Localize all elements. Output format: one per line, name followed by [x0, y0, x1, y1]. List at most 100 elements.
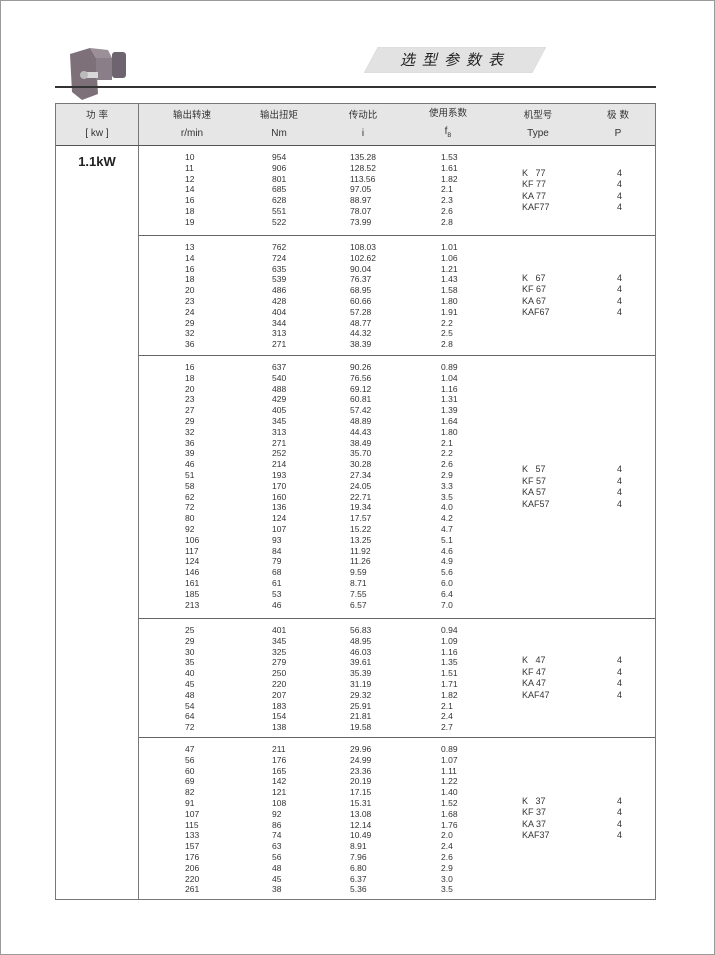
table-header: 功 率 [ kw ] 输出转速 r/min 输出扭矩 Nm 传动比 i 使用系数 fB 机型号 T…: [56, 104, 655, 146]
ratio: 46.03: [350, 646, 372, 657]
output-torque: 486: [272, 285, 287, 296]
header-col-label: 极 数: [606, 109, 630, 121]
type-row: K 37 4: [522, 795, 652, 807]
output-torque: 211: [272, 744, 286, 754]
output-speed: 54: [185, 700, 195, 711]
header-col-0: 输出转速 r/min: [152, 104, 232, 145]
ratio: 17.15: [350, 787, 372, 798]
output-torque: 107: [272, 523, 287, 534]
output-speed: 62: [185, 491, 195, 502]
output-torque: 93: [272, 534, 282, 545]
ratio: 57.42: [350, 405, 372, 416]
output-speed: 72: [185, 722, 195, 733]
service-factor: 1.51: [441, 668, 458, 679]
type-row: K 77 4: [522, 167, 652, 179]
output-torque: 53: [272, 588, 282, 599]
ratio: 44.43: [350, 426, 372, 437]
header-col-label: 使用系数: [428, 107, 467, 119]
service-factor: 1.16: [441, 383, 458, 394]
service-factor: 2.6: [441, 459, 453, 470]
service-factor: 0.89: [441, 362, 458, 372]
table-row: 11 906 128.52 1.61: [139, 163, 655, 174]
output-torque: 45: [272, 873, 282, 884]
output-speed: 32: [185, 426, 195, 437]
type-name: K 47: [522, 654, 546, 665]
ratio: 19.58: [350, 722, 372, 733]
ratio: 38.39: [350, 339, 372, 350]
output-speed: 58: [185, 480, 195, 491]
ratio: 23.36: [350, 765, 372, 776]
output-torque: 124: [272, 513, 287, 524]
model-section: 47 211 29.96 0.89 56 176 24.99 1.07 60 165 23.36 1.…: [139, 738, 655, 899]
output-torque: 635: [272, 263, 287, 274]
table-row: 261 38 5.36 3.5: [139, 884, 655, 895]
ratio: 8.71: [350, 577, 367, 588]
output-speed: 146: [185, 567, 200, 578]
output-torque: 429: [272, 394, 287, 405]
table-row: 18 540 76.56 1.04: [139, 373, 655, 384]
service-factor: 1.76: [441, 819, 458, 830]
service-factor: 1.61: [441, 162, 458, 173]
ratio: 9.59: [350, 567, 367, 578]
service-factor: 6.0: [441, 577, 453, 588]
ratio: 29.32: [350, 689, 372, 700]
service-factor: 1.01: [441, 242, 458, 252]
ratio: 7.96: [350, 851, 367, 862]
table-row: 10 954 135.28 1.53: [139, 152, 655, 163]
output-torque: 79: [272, 556, 282, 567]
table-row: 72 136 19.34 4.0: [139, 502, 655, 513]
ratio: 24.99: [350, 754, 372, 765]
table-row: 106 93 13.25 5.1: [139, 535, 655, 546]
table-row: 36 271 38.49 2.1: [139, 438, 655, 449]
ratio: 11.92: [350, 545, 371, 556]
ratio: 19.34: [350, 502, 372, 513]
output-torque: 954: [272, 152, 287, 162]
output-speed: 29: [185, 635, 195, 646]
gear-reducer-image: [68, 44, 128, 102]
table-row: 13 762 108.03 1.01: [139, 242, 655, 253]
type-name: K 37: [522, 795, 546, 806]
ratio: 12.14: [350, 819, 372, 830]
ratio: 108.03: [350, 242, 376, 252]
output-speed: 23: [185, 295, 195, 306]
service-factor: 1.58: [441, 285, 458, 296]
header-col-unit: r/min: [180, 127, 204, 139]
service-factor: 1.09: [441, 635, 458, 646]
selection-table: 功 率 [ kw ] 输出转速 r/min 输出扭矩 Nm 传动比 i 使用系数 fB 机型号 T…: [55, 103, 656, 900]
type-name: KAF67: [522, 307, 550, 318]
type-row: KF 57 4: [522, 475, 652, 487]
table-row: 146 68 9.59 5.6: [139, 567, 655, 578]
table-row: 36 271 38.39 2.8: [139, 339, 655, 350]
output-torque: 801: [272, 173, 287, 184]
ratio: 15.22: [350, 523, 372, 534]
service-factor: 1.53: [441, 152, 458, 162]
type-name: KA 77: [522, 190, 547, 201]
output-torque: 724: [272, 252, 287, 263]
service-factor: 1.35: [441, 657, 458, 668]
output-speed: 117: [185, 545, 199, 556]
output-speed: 13: [185, 242, 195, 252]
table-row: 27 405 57.42 1.39: [139, 405, 655, 416]
service-factor: 1.22: [441, 776, 458, 787]
output-torque: 279: [272, 657, 287, 668]
table-row: 18 551 78.07 2.6: [139, 206, 655, 217]
output-torque: 405: [272, 405, 287, 416]
output-speed: 106: [185, 534, 200, 545]
table-row: 14 685 97.05 2.1: [139, 184, 655, 195]
output-torque: 271: [272, 437, 287, 448]
ratio: 17.57: [350, 513, 372, 524]
table-row: 29 345 48.89 1.64: [139, 416, 655, 427]
output-torque: 488: [272, 383, 287, 394]
output-speed: 51: [185, 469, 195, 480]
service-factor: 2.3: [441, 195, 453, 206]
type-row: K 67 4: [522, 272, 652, 284]
table-row: 45 220 31.19 1.71: [139, 679, 655, 690]
type-name: K 67: [522, 272, 546, 283]
service-factor: 1.80: [441, 295, 458, 306]
table-row: 117 84 11.92 4.6: [139, 546, 655, 557]
ratio: 15.31: [350, 797, 372, 808]
output-speed: 60: [185, 765, 195, 776]
service-factor: 2.9: [441, 469, 453, 480]
ratio: 27.34: [350, 469, 372, 480]
poles: 4: [617, 283, 623, 294]
